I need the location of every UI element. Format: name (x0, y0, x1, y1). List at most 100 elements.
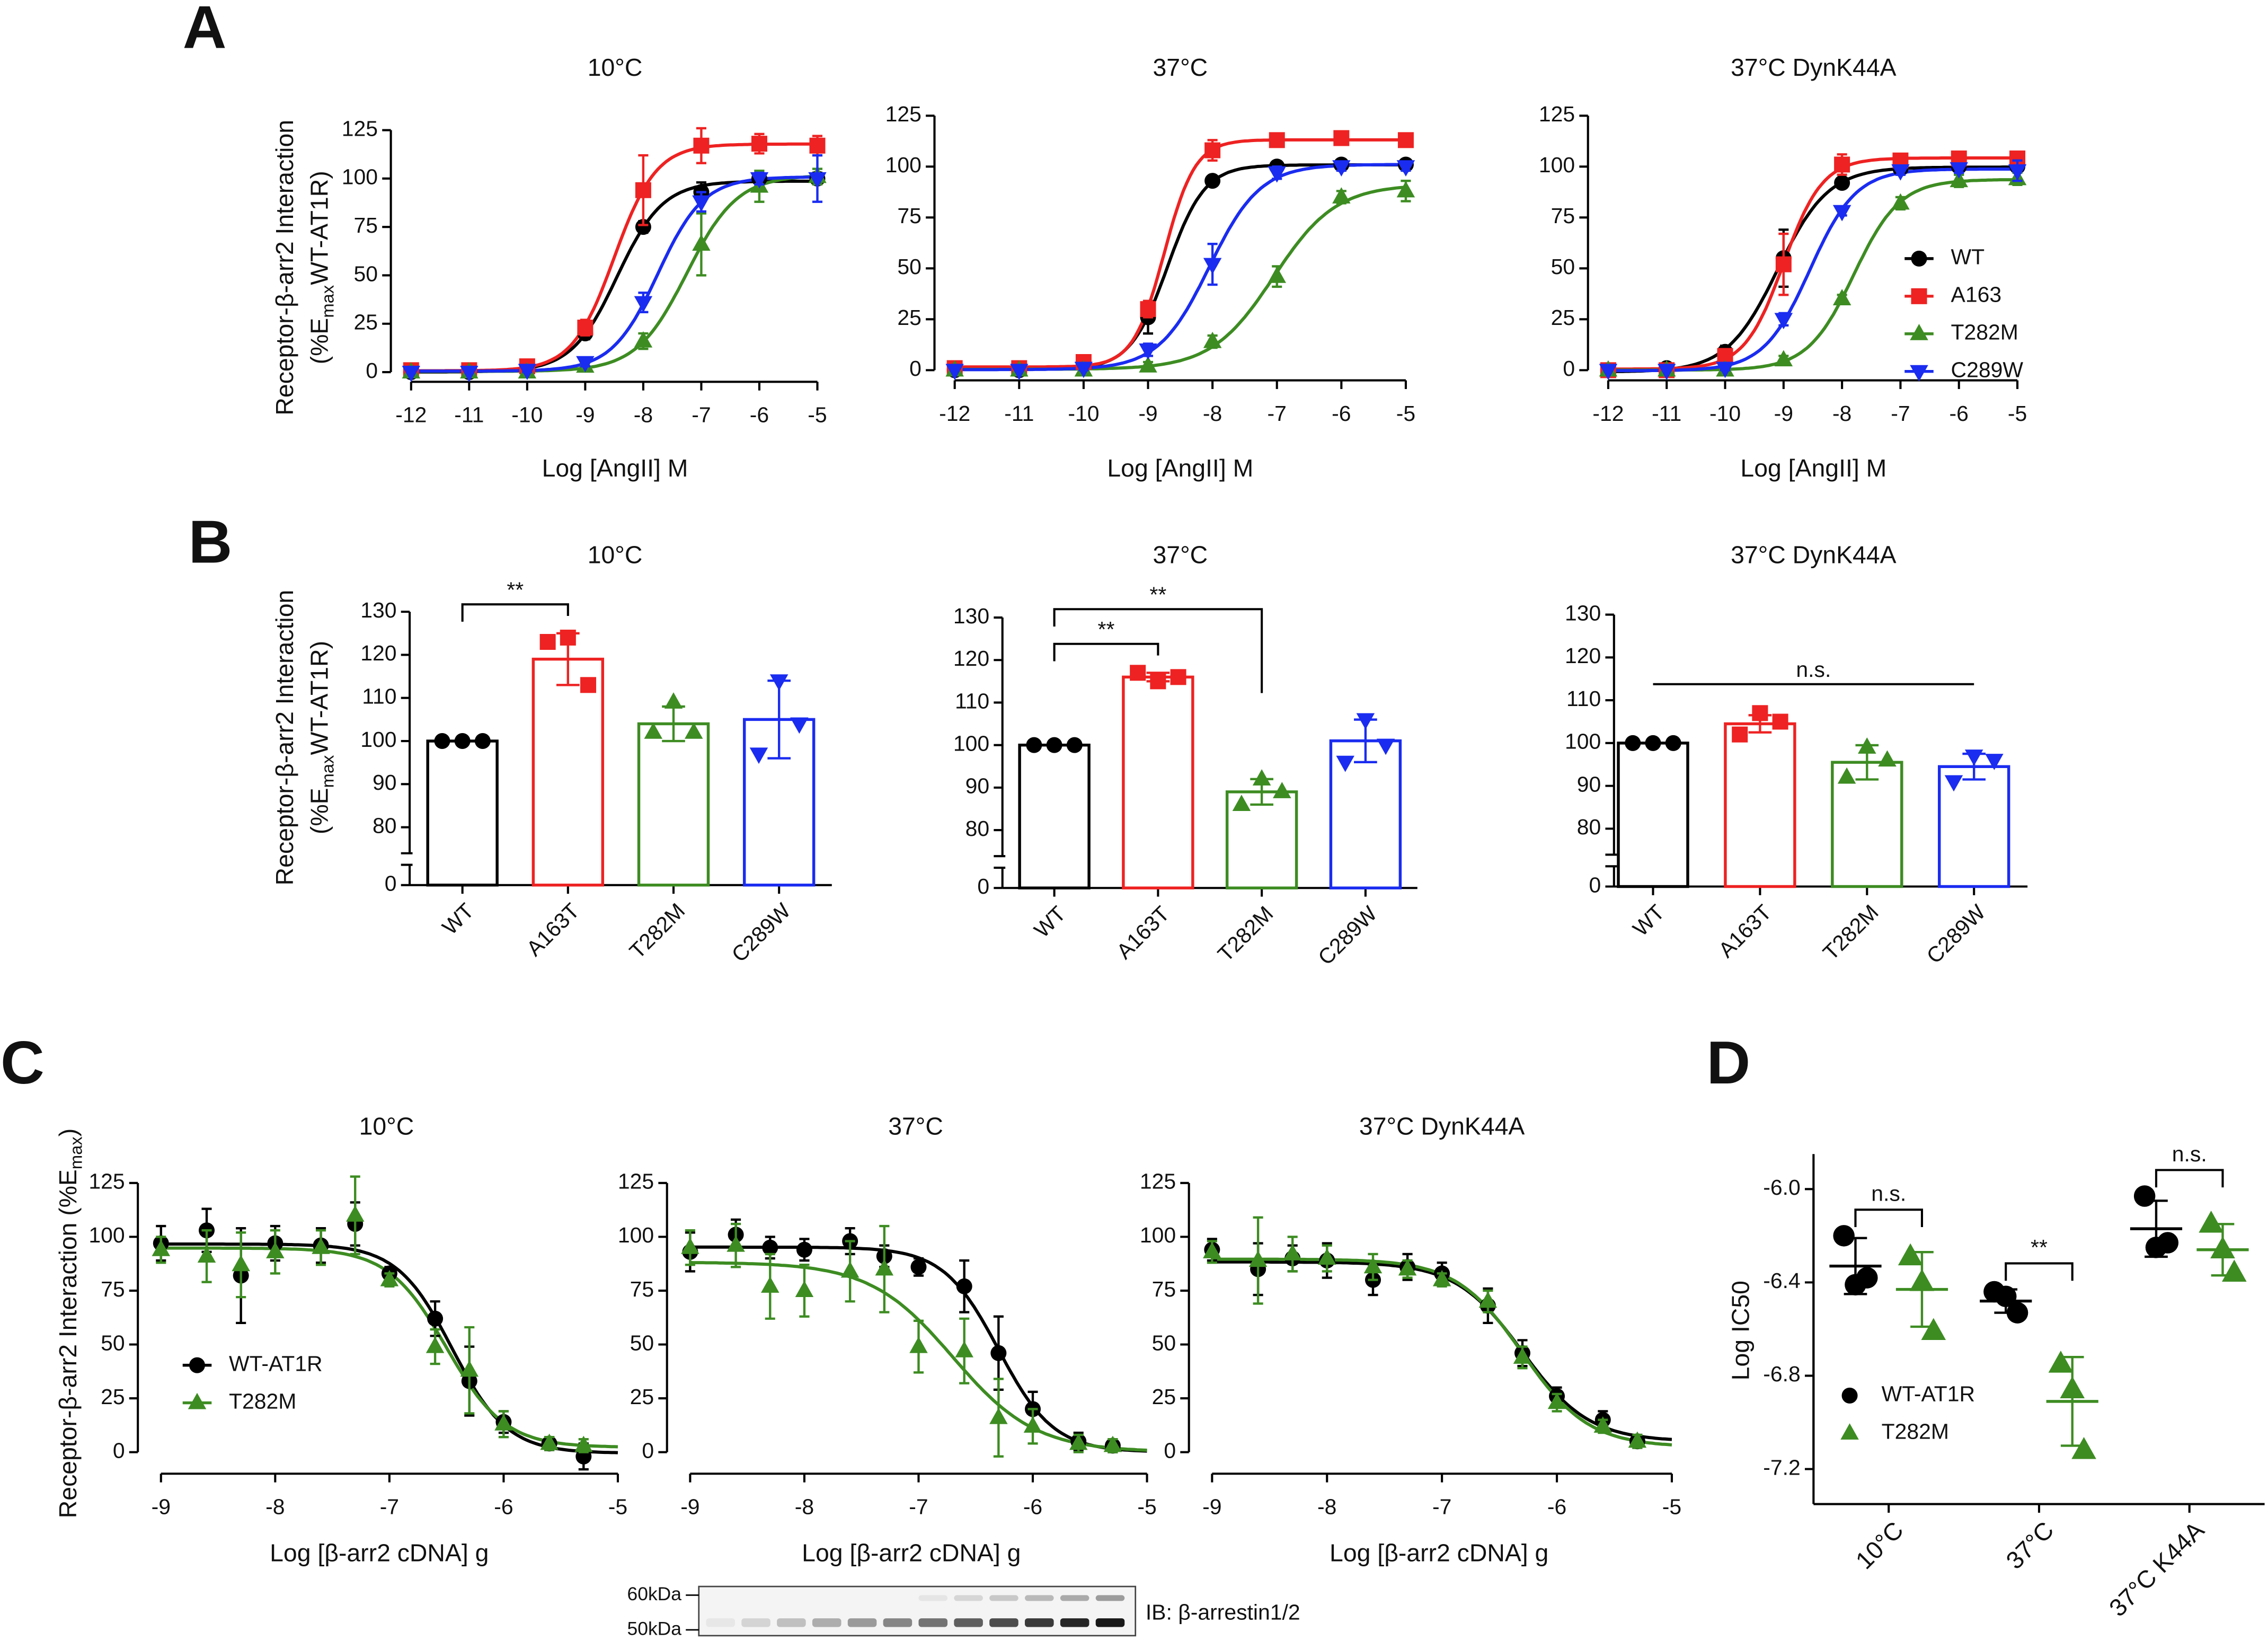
data-point (1856, 1267, 1878, 1289)
data-point (1964, 750, 1983, 766)
data-point (956, 1278, 972, 1294)
axis-break (1605, 853, 1617, 868)
data-point (1398, 1259, 1417, 1276)
data-point (1478, 1291, 1498, 1308)
data-point (1950, 171, 1969, 188)
data-point (1858, 737, 1876, 754)
data-point (769, 674, 789, 691)
y-tick-label: 100 (342, 165, 378, 189)
x-axis-label: Log [AngII] M (1740, 454, 1886, 482)
blot-band (706, 1618, 735, 1627)
data-point (2157, 1232, 2179, 1254)
bar (1937, 765, 2010, 888)
data-point (644, 722, 663, 739)
data-point (1046, 737, 1062, 753)
y-tick-label: 50 (630, 1330, 654, 1355)
data-point (1363, 1257, 1383, 1274)
data-point (664, 692, 683, 709)
bar (1724, 722, 1796, 888)
blot-band (847, 1618, 877, 1627)
data-point (2008, 164, 2027, 181)
y-tick-label: 75 (354, 213, 378, 237)
y-axis-label-part: WT-AT1R) (306, 641, 333, 755)
data-point (1834, 156, 1850, 173)
data-point (380, 1269, 399, 1286)
y-tick-label: 25 (1551, 305, 1575, 330)
fit-curve (1608, 156, 2018, 371)
y-tick-label: 100 (618, 1223, 654, 1247)
data-point (1837, 767, 1856, 784)
data-point (1268, 166, 1286, 183)
data-point (1204, 173, 1221, 189)
chart-title: 37°C (1153, 54, 1208, 81)
y-tick-label: 75 (1551, 204, 1575, 228)
y-tick-label: 130 (953, 604, 989, 628)
y-tick-label: 120 (953, 646, 989, 671)
x-tick-label: -9 (680, 1495, 699, 1519)
blot-band (741, 1618, 770, 1627)
data-point (1332, 160, 1351, 177)
data-point (910, 1259, 927, 1275)
legend-label: WT (1951, 245, 1985, 269)
y-tick-label: 50 (1551, 254, 1575, 279)
data-point (1283, 1244, 1302, 1260)
data-point (693, 137, 710, 154)
x-tick-label: -7 (692, 403, 711, 427)
y-axis-label-part: (%E (306, 788, 333, 834)
data-point (1332, 187, 1351, 204)
y-tick-label: 125 (1140, 1169, 1176, 1194)
panel-label: C (1, 1029, 45, 1097)
significance-bracket (1854, 1209, 1924, 1227)
data-point (795, 1281, 814, 1297)
data-point (808, 172, 827, 189)
y-axis-label-sub: max (66, 1136, 85, 1169)
data-point (434, 733, 450, 750)
x-tick-label: -5 (1137, 1495, 1156, 1519)
y-tick-label: 0 (1164, 1438, 1176, 1462)
y-tick-label: 0 (366, 358, 378, 383)
blot-band (812, 1618, 841, 1627)
significance-bracket (1053, 608, 1263, 693)
blot-marker: 50kDa (627, 1618, 682, 1639)
x-tick-label: -8 (634, 403, 653, 427)
y-tick-label: 25 (897, 305, 922, 330)
y-tick-label: 110 (1566, 686, 1601, 711)
x-tick-label: -7 (1432, 1495, 1451, 1519)
y-tick-label: 100 (1539, 153, 1575, 177)
legend-marker (1911, 288, 1927, 304)
y-tick-label: 110 (362, 684, 396, 709)
x-axis-label: Log [AngII] M (542, 454, 688, 482)
data-point (1317, 1248, 1336, 1265)
y-tick-label: 50 (354, 261, 378, 286)
x-tick-label: -8 (1317, 1495, 1336, 1519)
data-point (750, 172, 769, 189)
data-point (1513, 1347, 1532, 1364)
data-point (576, 356, 595, 373)
y-tick-label: 50 (897, 254, 922, 279)
x-tick-label: -9 (575, 403, 595, 427)
x-tick-label: -7 (1891, 401, 1910, 426)
axis-break (994, 856, 1012, 868)
data-point (684, 722, 703, 739)
data-point (796, 1241, 812, 1258)
x-tick-label: -12 (1592, 401, 1624, 426)
data-point (1203, 258, 1222, 275)
y-axis-label-part: Receptor-β-arr2 Interaction (%E (54, 1169, 82, 1518)
y-axis-label-part: Receptor-β-arr2 Interaction (271, 590, 298, 886)
data-point (1397, 132, 1414, 148)
significance-label: ** (1098, 617, 1115, 641)
data-point (560, 629, 576, 646)
x-tick-label: -5 (2008, 401, 2027, 426)
data-point (809, 137, 826, 154)
x-tick-label: -9 (1138, 401, 1157, 426)
y-tick-label: 100 (885, 153, 922, 177)
data-point (1248, 1250, 1268, 1267)
data-point (1985, 754, 2004, 770)
legend-marker (1841, 1387, 1858, 1404)
y-tick-label: 50 (1152, 1330, 1176, 1355)
data-point (1716, 361, 1734, 378)
data-point (426, 1336, 445, 1353)
data-point (727, 1235, 745, 1252)
data-point (232, 1255, 250, 1272)
